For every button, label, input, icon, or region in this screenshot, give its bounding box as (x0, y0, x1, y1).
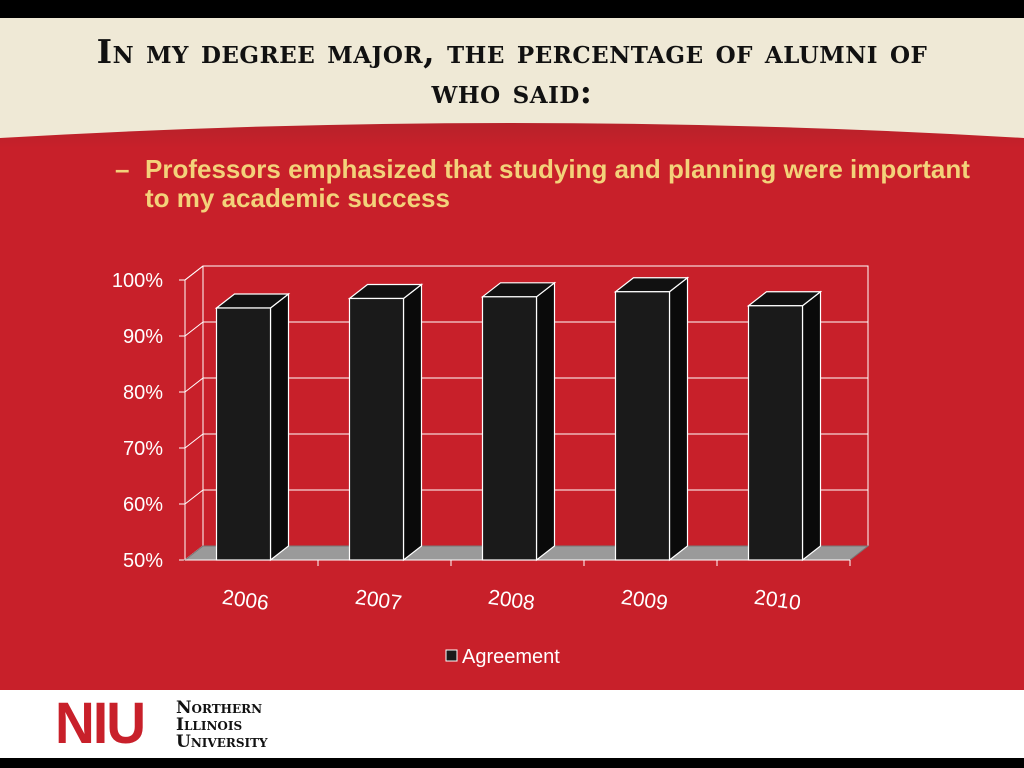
y-tick-label: 50% (123, 550, 163, 572)
bullet-marker: – (115, 154, 130, 184)
y-tick-label: 100% (112, 270, 163, 292)
y-axis-tick-labels: 50% 60% 70% 80% 90% 100% (112, 270, 163, 572)
y-tick-label: 60% (123, 494, 163, 516)
bar-2009 (613, 276, 690, 562)
bar-chart: 50% 60% 70% 80% 90% 100% 2006 2007 2008 2009 2010… (112, 265, 870, 668)
bar-2006 (214, 292, 291, 562)
x-tick-label: 2007 (354, 586, 403, 615)
bar-front (481, 296, 538, 561)
logo-line-1: Northern (176, 698, 263, 718)
bar-front (215, 307, 272, 561)
bar-side (668, 276, 689, 562)
bar-side (402, 283, 423, 562)
title-band: In my degree major, the percentage of al… (0, 18, 1024, 148)
niu-logo-mark: NIU (55, 691, 146, 756)
bar-front (348, 297, 405, 561)
x-tick-label: 2009 (620, 586, 669, 615)
slide-title: In my degree major, the percentage of al… (96, 32, 928, 111)
bar-2007 (347, 283, 424, 562)
bar-side (535, 281, 556, 562)
y-tick-label: 80% (123, 382, 163, 404)
logo-line-2: Illinois (176, 715, 243, 735)
chart-legend: Agreement (445, 646, 560, 668)
chart-bars (214, 276, 823, 562)
logo-line-3: University (176, 732, 268, 752)
x-tick-label: 2006 (221, 586, 270, 615)
bullet-text: Professors emphasized that studying and … (145, 154, 970, 213)
niu-logo-text: Northern Illinois University (176, 700, 268, 751)
bottom-border (0, 758, 1024, 768)
bar-2010 (746, 290, 823, 562)
gridline (184, 265, 868, 281)
legend-label: Agreement (462, 646, 560, 668)
legend-swatch (445, 649, 458, 662)
y-tick-label: 70% (123, 438, 163, 460)
top-border (0, 0, 1024, 18)
bar-side (269, 292, 290, 562)
bar-side (801, 290, 822, 562)
x-tick-label: 2010 (753, 586, 802, 615)
y-tick-label: 90% (123, 326, 163, 348)
bar-2008 (480, 281, 557, 562)
x-axis-tick-labels: 2006 2007 2008 2009 2010 (221, 560, 851, 615)
title-band-fill (0, 18, 1024, 138)
title-band-shape (0, 18, 1024, 148)
bar-front (747, 305, 804, 561)
x-tick-label: 2008 (487, 586, 536, 615)
bar-front (614, 291, 671, 561)
footer: NIU Northern Illinois University (0, 690, 1024, 758)
